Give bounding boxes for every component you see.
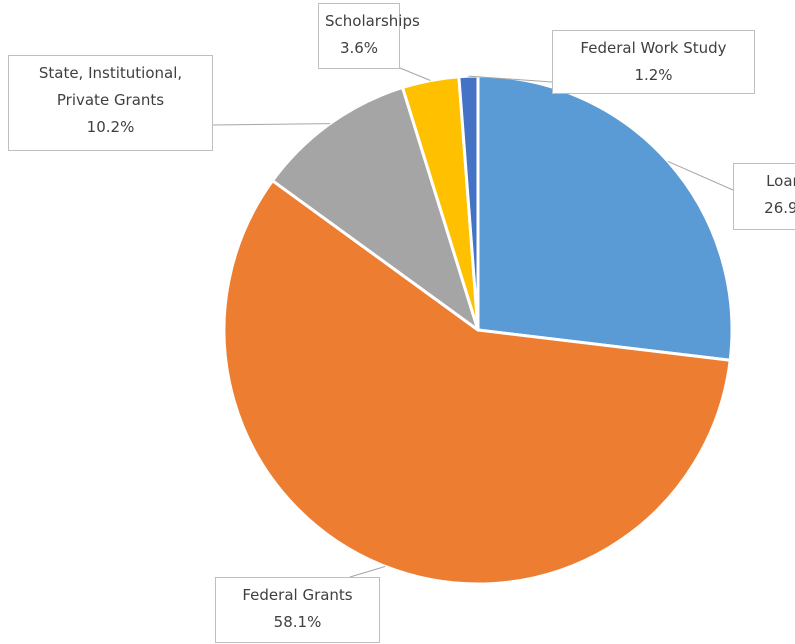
leader-line	[212, 123, 331, 126]
category-label: State, Institutional, Private Grants	[38, 64, 183, 109]
data-label: Federal Grants 58.1%	[215, 577, 380, 643]
category-label: Federal Work Study	[580, 39, 727, 57]
data-label: Scholarships 3.6%	[318, 3, 420, 69]
leader-line	[468, 75, 553, 83]
data-label: Federal Work Study 1.2%	[552, 30, 755, 94]
leader-line	[399, 67, 431, 81]
category-label: Loans	[766, 172, 795, 190]
value-label: 3.6%	[339, 39, 379, 57]
data-label: Loans 26.9%	[733, 163, 795, 230]
value-label: 26.9%	[764, 199, 795, 217]
value-label: 10.2%	[86, 118, 135, 136]
category-label: Federal Grants	[242, 586, 353, 604]
leader-line	[667, 160, 734, 191]
data-label: State, Institutional, Private Grants 10.2…	[8, 55, 213, 151]
pie-slice	[476, 74, 734, 362]
value-label: 1.2%	[634, 66, 673, 84]
leader-line	[349, 565, 386, 578]
category-label: Scholarships	[325, 12, 420, 30]
value-label: 58.1%	[273, 613, 322, 631]
pie-slice	[457, 74, 480, 332]
pie-slice	[271, 85, 480, 332]
